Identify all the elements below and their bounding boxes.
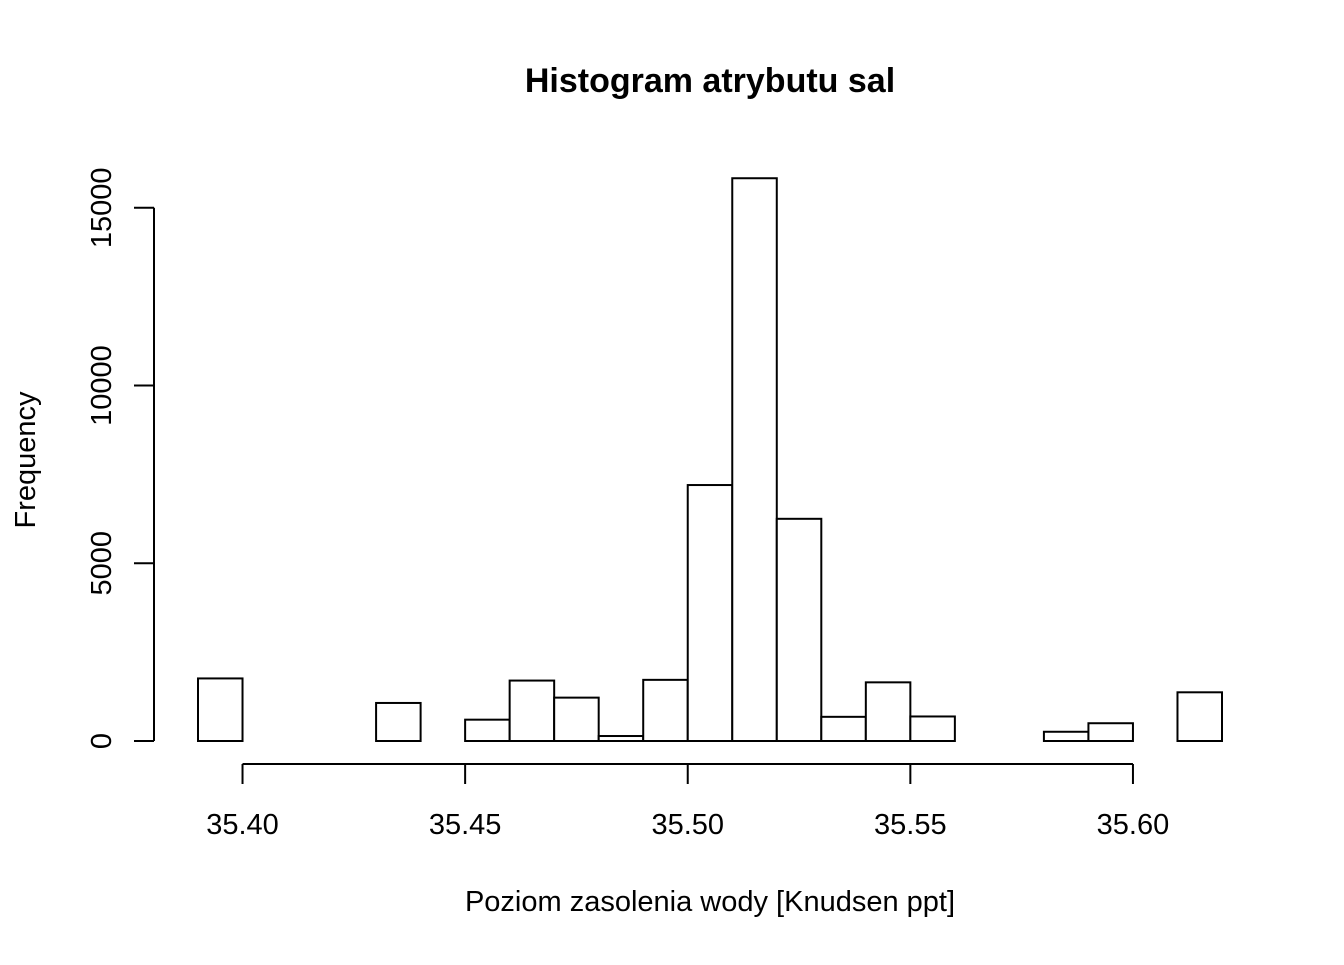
- histogram-bar: [375, 701, 422, 743]
- histogram-bar: [553, 696, 600, 743]
- x-tick-label: 35.55: [874, 809, 947, 841]
- x-axis-label: Poziom zasolenia wody [Knudsen ppt]: [465, 886, 955, 918]
- y-tick-label: 0: [86, 733, 118, 749]
- y-tick-label: 5000: [86, 531, 118, 596]
- histogram-bar: [731, 177, 778, 743]
- x-tick-label: 35.45: [429, 809, 502, 841]
- histogram-bar: [1042, 730, 1090, 743]
- histogram-bar: [864, 681, 912, 743]
- histogram-bar: [1176, 691, 1223, 742]
- histogram-bar: [508, 679, 556, 743]
- histogram-bar: [597, 735, 645, 743]
- histogram-bar: [1087, 722, 1134, 742]
- x-tick-label: 35.50: [651, 809, 724, 841]
- y-tick-label: 15000: [86, 167, 118, 248]
- y-axis: 0 5000 10000 15000: [86, 167, 155, 749]
- histogram-bar: [909, 715, 956, 742]
- histogram-bar: [820, 715, 867, 743]
- x-tick-label: 35.60: [1097, 809, 1170, 841]
- y-tick-label: 10000: [86, 345, 118, 426]
- histogram-bar: [197, 677, 244, 742]
- chart-title: Histogram atrybutu sal: [525, 62, 895, 100]
- histogram-bar: [642, 678, 689, 742]
- x-axis: 35.40 35.45 35.50 35.55 35.60: [206, 763, 1170, 841]
- histogram-bar: [464, 718, 511, 742]
- x-tick-label: 35.40: [206, 809, 279, 841]
- histogram-bar: [686, 484, 734, 743]
- histogram-bars: [197, 177, 1223, 743]
- y-axis-label: Frequency: [10, 391, 42, 529]
- histogram-bar: [775, 517, 823, 742]
